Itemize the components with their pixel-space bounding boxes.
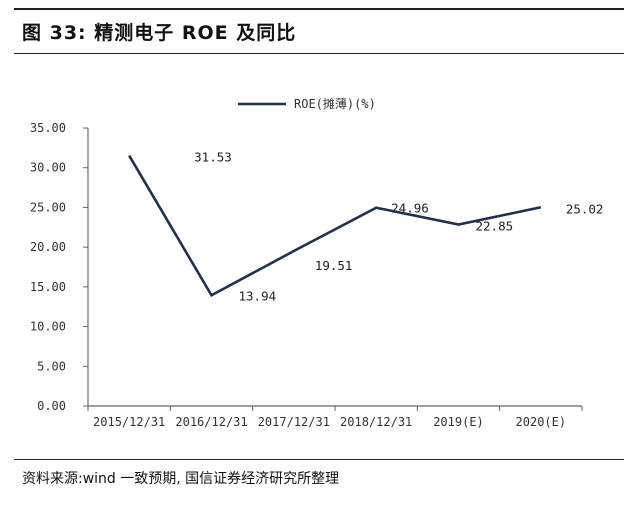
roe-series-line bbox=[128, 154, 542, 298]
roe-line-chart: 0.00 5.00 10.00 15.00 20.00 25.00 30.00 35.00 20… bbox=[30, 96, 604, 429]
x-tick-label: 2017/12/31 bbox=[258, 415, 330, 429]
data-label: 31.53 bbox=[194, 150, 232, 165]
y-tick-label: 10.00 bbox=[30, 320, 66, 334]
title-rule bbox=[14, 53, 624, 54]
x-tick-label: 2020(E) bbox=[516, 415, 567, 429]
data-label: 13.94 bbox=[239, 288, 277, 303]
legend-label: ROE(摊薄)(%) bbox=[294, 96, 376, 111]
data-label: 19.51 bbox=[315, 258, 353, 273]
y-tick-label: 30.00 bbox=[30, 161, 66, 175]
y-tick-label: 15.00 bbox=[30, 280, 66, 294]
top-rule bbox=[14, 8, 624, 10]
x-tick-label: 2016/12/31 bbox=[175, 415, 247, 429]
x-tick-label: 2015/12/31 bbox=[93, 415, 165, 429]
data-label: 24.96 bbox=[391, 201, 429, 216]
y-tick-label: 25.00 bbox=[30, 200, 66, 214]
source-note: 资料来源:wind 一致预期, 国信证券经济研究所整理 bbox=[22, 471, 340, 487]
x-tick-label: 2019(E) bbox=[433, 415, 484, 429]
y-tick-label: 35.00 bbox=[30, 121, 66, 135]
data-label: 22.85 bbox=[476, 219, 514, 234]
data-label: 25.02 bbox=[566, 201, 604, 216]
y-tick-label: 5.00 bbox=[37, 359, 66, 373]
y-tick-label: 20.00 bbox=[30, 240, 66, 254]
figure-title: 图 33: 精测电子 ROE 及同比 bbox=[22, 22, 297, 44]
x-tick-label: 2018/12/31 bbox=[340, 415, 412, 429]
bottom-rule bbox=[14, 459, 624, 460]
y-tick-label: 0.00 bbox=[37, 399, 66, 413]
